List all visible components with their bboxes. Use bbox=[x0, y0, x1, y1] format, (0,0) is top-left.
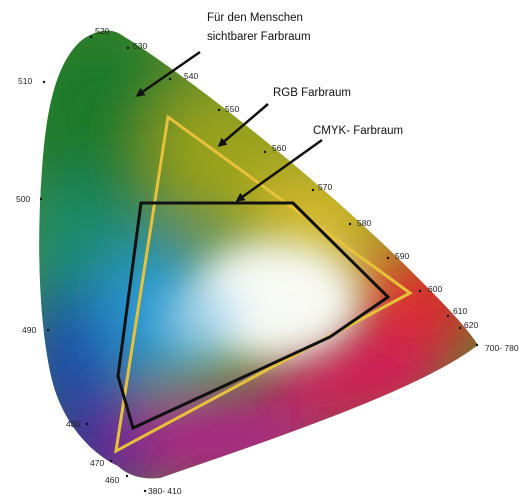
label-490: 490 bbox=[22, 325, 36, 335]
tick-dot-520 bbox=[89, 35, 93, 39]
label-500: 500 bbox=[16, 194, 30, 204]
label-530: 530 bbox=[133, 41, 147, 51]
label-610: 610 bbox=[453, 306, 467, 316]
tick-dot-500 bbox=[39, 197, 43, 201]
label-510: 510 bbox=[18, 76, 32, 86]
tick-dot-490 bbox=[46, 328, 50, 332]
label-590: 590 bbox=[395, 251, 409, 261]
label-560: 560 bbox=[272, 143, 286, 153]
human-gamut-label-line2: sichtbarer Farbraum bbox=[207, 31, 311, 43]
wavelength-labels: 520 530 540 550 560 570 580 590 600 610 … bbox=[16, 26, 519, 496]
tick-dot-580 bbox=[348, 222, 352, 226]
tick-dot-550 bbox=[217, 108, 221, 112]
tick-dot-380 bbox=[143, 489, 147, 493]
rgb-gamut-outline bbox=[114, 114, 413, 454]
label-700-780: 700- 780 bbox=[485, 343, 519, 353]
cmyk-gamut-arrow bbox=[235, 138, 323, 202]
cmyk-gamut-outline bbox=[116, 201, 391, 431]
tick-dot-570 bbox=[311, 188, 315, 192]
label-540: 540 bbox=[184, 71, 198, 81]
label-380-410: 380- 410 bbox=[148, 486, 182, 496]
tick-dot-480 bbox=[85, 422, 89, 426]
tick-dot-560 bbox=[263, 150, 267, 154]
rgb-gamut-label: RGB Farbraum bbox=[273, 87, 351, 99]
human-gamut-label-line1: Für den Menschen bbox=[207, 12, 303, 24]
human-gamut-arrow bbox=[135, 50, 201, 97]
tick-dot-470 bbox=[109, 459, 113, 463]
tick-dot-620 bbox=[458, 326, 462, 330]
label-550: 550 bbox=[225, 104, 239, 114]
tick-dot-610 bbox=[446, 314, 450, 318]
tick-dot-460 bbox=[125, 474, 129, 478]
tick-dot-530 bbox=[126, 46, 130, 50]
label-480: 480 bbox=[66, 419, 80, 429]
label-520: 520 bbox=[95, 26, 109, 36]
label-600: 600 bbox=[428, 284, 442, 294]
label-570: 570 bbox=[318, 182, 332, 192]
label-470: 470 bbox=[90, 458, 104, 468]
label-460: 460 bbox=[105, 475, 119, 485]
tick-dot-600 bbox=[418, 289, 422, 293]
label-620: 620 bbox=[464, 320, 478, 330]
label-580: 580 bbox=[357, 218, 371, 228]
tick-dot-510 bbox=[42, 80, 46, 84]
tick-dot-540 bbox=[168, 77, 172, 81]
tick-dot-590 bbox=[386, 256, 390, 260]
wavelength-ticks bbox=[39, 35, 479, 493]
tick-dot-700 bbox=[475, 343, 479, 347]
rgb-gamut-arrow bbox=[217, 103, 269, 147]
cmyk-gamut-label: CMYK- Farbraum bbox=[313, 125, 403, 137]
